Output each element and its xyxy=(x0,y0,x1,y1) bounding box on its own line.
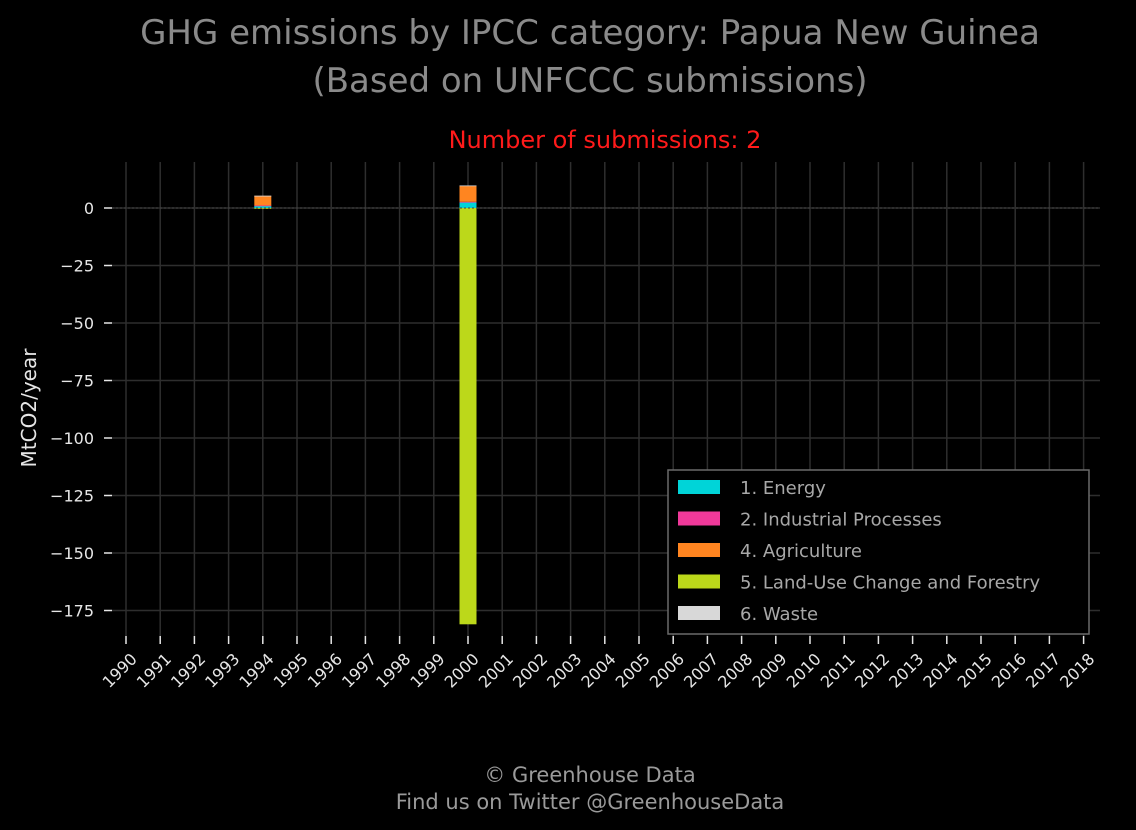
x-tick-label: 2007 xyxy=(680,649,722,691)
x-tick-label: 1993 xyxy=(201,649,243,691)
x-tick-label: 2010 xyxy=(783,649,825,691)
x-tick-label: 1995 xyxy=(270,649,312,691)
legend-label: 6. Waste xyxy=(740,604,818,625)
bar-segment xyxy=(459,185,477,202)
x-tick-label: 1990 xyxy=(99,649,141,691)
bar-segment xyxy=(254,205,272,208)
x-tick-label: 2017 xyxy=(1022,649,1064,691)
legend-label: 5. Land-Use Change and Forestry xyxy=(740,573,1040,594)
y-tick-label: −100 xyxy=(50,429,94,448)
x-tick-label: 1996 xyxy=(304,649,346,691)
x-tick-label: 2003 xyxy=(543,649,585,691)
legend-swatch xyxy=(678,511,720,526)
y-tick-label: −75 xyxy=(60,372,94,391)
legend-box xyxy=(667,469,1090,635)
legend: 1. Energy 2. Industrial Processes 4. Agric… xyxy=(667,469,1090,635)
x-tick-label: 2016 xyxy=(988,649,1030,691)
bar-segment xyxy=(254,195,272,206)
legend-swatch xyxy=(678,480,720,494)
chart-subtitle: Number of submissions: 2 xyxy=(449,126,762,154)
bar-segment xyxy=(459,185,477,187)
x-tick-label: 1994 xyxy=(235,649,277,691)
x-tick-label: 2014 xyxy=(919,649,961,691)
y-tick-label: −125 xyxy=(50,487,94,506)
x-tick-label: 2011 xyxy=(817,649,859,691)
x-tick-label: 2015 xyxy=(954,649,996,691)
x-tick-label: 1997 xyxy=(338,649,380,691)
y-axis-label: MtCO2/year xyxy=(17,348,41,468)
footer-twitter: Find us on Twitter @GreenhouseData xyxy=(396,790,785,814)
chart-title-line1: GHG emissions by IPCC category: Papua Ne… xyxy=(140,13,1040,53)
y-tick-label: −25 xyxy=(60,257,94,276)
y-tick-label: −175 xyxy=(50,602,94,621)
x-tick-label: 2004 xyxy=(577,649,619,691)
x-tick-label: 2006 xyxy=(646,649,688,691)
bar-segment xyxy=(459,202,477,208)
bars xyxy=(112,185,1100,625)
chart-title-line2: (Based on UNFCCC submissions) xyxy=(312,61,867,101)
x-tick-label: 1999 xyxy=(406,649,448,691)
bar-segment xyxy=(254,195,272,197)
x-tick-label: 1998 xyxy=(372,649,414,691)
footer-copyright: © Greenhouse Data xyxy=(484,763,695,787)
legend-label: 4. Agriculture xyxy=(740,541,862,562)
legend-swatch xyxy=(678,606,720,620)
x-ticks: 1990199119921993199419951996199719981999… xyxy=(99,636,1098,692)
legend-swatch xyxy=(678,574,720,589)
y-tick-label: −50 xyxy=(60,314,94,333)
x-tick-label: 2018 xyxy=(1056,649,1098,691)
x-tick-label: 2001 xyxy=(475,649,517,691)
legend-swatch xyxy=(678,543,720,557)
legend-label: 2. Industrial Processes xyxy=(740,510,942,531)
x-tick-label: 2000 xyxy=(441,649,483,691)
x-tick-label: 2008 xyxy=(714,649,756,691)
bar-segment xyxy=(459,201,477,203)
x-tick-label: 2012 xyxy=(851,649,893,691)
x-tick-label: 1991 xyxy=(133,649,175,691)
bar-segment xyxy=(254,205,272,207)
y-ticks: 0 −25 −50 −75 −100 −125 −150 −175 xyxy=(50,199,112,621)
y-tick-label: −150 xyxy=(50,544,94,563)
x-tick-label: 2013 xyxy=(885,649,927,691)
x-tick-label: 2002 xyxy=(509,649,551,691)
y-tick-label: 0 xyxy=(84,199,94,218)
legend-label: 1. Energy xyxy=(740,478,826,499)
x-tick-label: 2009 xyxy=(748,649,790,691)
x-tick-label: 2005 xyxy=(612,649,654,691)
bar-segment xyxy=(459,208,477,625)
bar-segment xyxy=(254,208,272,209)
x-tick-label: 1992 xyxy=(167,649,209,691)
